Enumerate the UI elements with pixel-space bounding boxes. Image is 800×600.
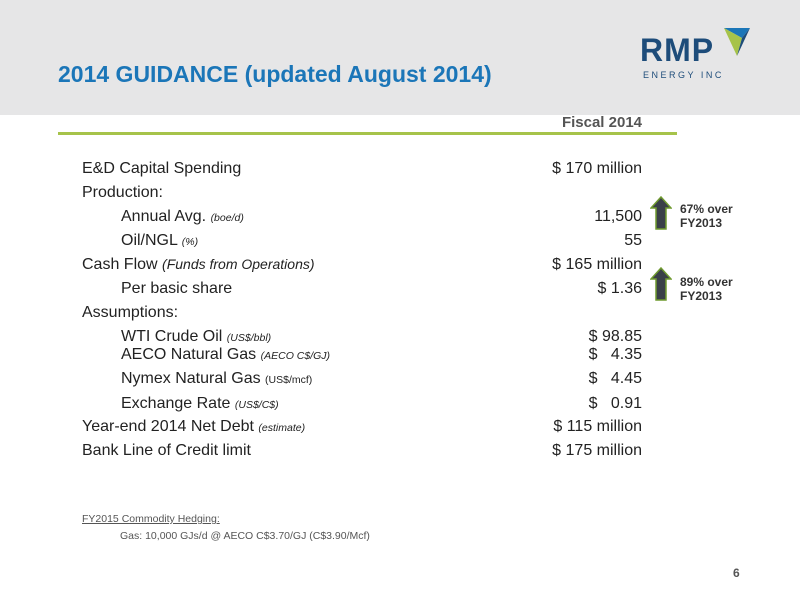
row-net-debt: Year-end 2014 Net Debt (estimate) $ 115 … (82, 418, 642, 442)
row-unit-note: (Funds from Operations) (162, 256, 315, 272)
page-number: 6 (733, 566, 740, 580)
row-value: $ 4.35 (588, 346, 642, 363)
row-unit-note: (boe/d) (210, 212, 244, 224)
row-unit-note: (US$/C$) (234, 399, 279, 411)
logo-wordmark: RMP (640, 32, 715, 68)
row-unit-note: (AECO C$/GJ) (260, 350, 331, 362)
row-label: E&D Capital Spending (82, 160, 242, 177)
row-capital-spending: E&D Capital Spending $ 170 million (82, 160, 642, 184)
row-value: $ 165 million (552, 256, 642, 273)
row-value: 55 (624, 232, 642, 249)
row-assumptions: Assumptions: (82, 304, 642, 328)
row-oil-ngl: Oil/NGL (%) 55 (82, 232, 642, 256)
page-title: 2014 GUIDANCE (updated August 2014) (58, 61, 492, 87)
row-value: $ 4.45 (588, 370, 642, 387)
callout-line: 67% over (680, 202, 733, 216)
row-label: Nymex Natural Gas (US$/mcf) (121, 370, 313, 387)
logo-subtitle: ENERGY INC (643, 70, 724, 80)
header-divider (58, 132, 677, 135)
row-label: Exchange Rate (US$/C$) (121, 395, 279, 412)
callout-production-growth: 67% over FY2013 (680, 202, 733, 230)
row-label: Year-end 2014 Net Debt (estimate) (82, 418, 306, 435)
row-unit-note: (%) (181, 236, 199, 248)
up-arrow-icon (650, 267, 672, 301)
row-exchange-rate: Exchange Rate (US$/C$) $ 0.91 (82, 395, 642, 419)
callout-line: 89% over (680, 275, 733, 289)
row-unit-note: (US$/bbl) (226, 332, 272, 344)
row-label: WTI Crude Oil (US$/bbl) (121, 328, 272, 345)
hedging-detail: Gas: 10,000 GJs/d @ AECO C$3.70/GJ (C$3.… (120, 530, 370, 542)
company-logo: RMP ENERGY INC (640, 26, 750, 88)
row-cash-flow: Cash Flow (Funds from Operations) $ 165 … (82, 256, 642, 280)
row-aeco: AECO Natural Gas (AECO C$/GJ) $ 4.35 (82, 346, 642, 370)
row-credit-limit: Bank Line of Credit limit $ 175 million (82, 442, 642, 466)
row-value: $ 1.36 (597, 280, 642, 297)
row-label: Production: (82, 184, 163, 201)
column-header-fiscal-2014: Fiscal 2014 (561, 114, 642, 131)
row-label: Oil/NGL (%) (121, 232, 199, 249)
row-value: $ 115 million (553, 418, 642, 435)
row-value: $ 98.85 (588, 328, 642, 345)
row-label: Per basic share (121, 280, 233, 297)
callout-line: FY2013 (680, 289, 723, 303)
row-label: Cash Flow (Funds from Operations) (82, 256, 315, 273)
row-production: Production: (82, 184, 642, 208)
row-unit-note: (estimate) (258, 422, 306, 434)
row-value: 11,500 (594, 208, 642, 225)
row-label: AECO Natural Gas (AECO C$/GJ) (121, 346, 331, 363)
row-label: Assumptions: (82, 304, 179, 321)
row-wti: WTI Crude Oil (US$/bbl) $ 98.85 (82, 328, 642, 352)
row-label: Bank Line of Credit limit (82, 442, 251, 459)
row-per-share: Per basic share $ 1.36 (82, 280, 642, 304)
row-value: $ 175 million (552, 442, 642, 459)
up-arrow-icon (650, 196, 672, 230)
hedging-title: FY2015 Commodity Hedging: (82, 513, 220, 525)
row-annual-avg: Annual Avg. (boe/d) 11,500 (82, 208, 642, 232)
row-nymex: Nymex Natural Gas (US$/mcf) $ 4.45 (82, 370, 642, 394)
logo-mark-icon (724, 28, 750, 56)
header-band (0, 0, 800, 115)
row-value: $ 170 million (552, 160, 642, 177)
callout-cashflow-growth: 89% over FY2013 (680, 275, 733, 303)
row-label: Annual Avg. (boe/d) (121, 208, 244, 225)
callout-line: FY2013 (680, 216, 723, 230)
row-value: $ 0.91 (588, 395, 642, 412)
row-unit-note: (US$/mcf) (265, 374, 313, 386)
